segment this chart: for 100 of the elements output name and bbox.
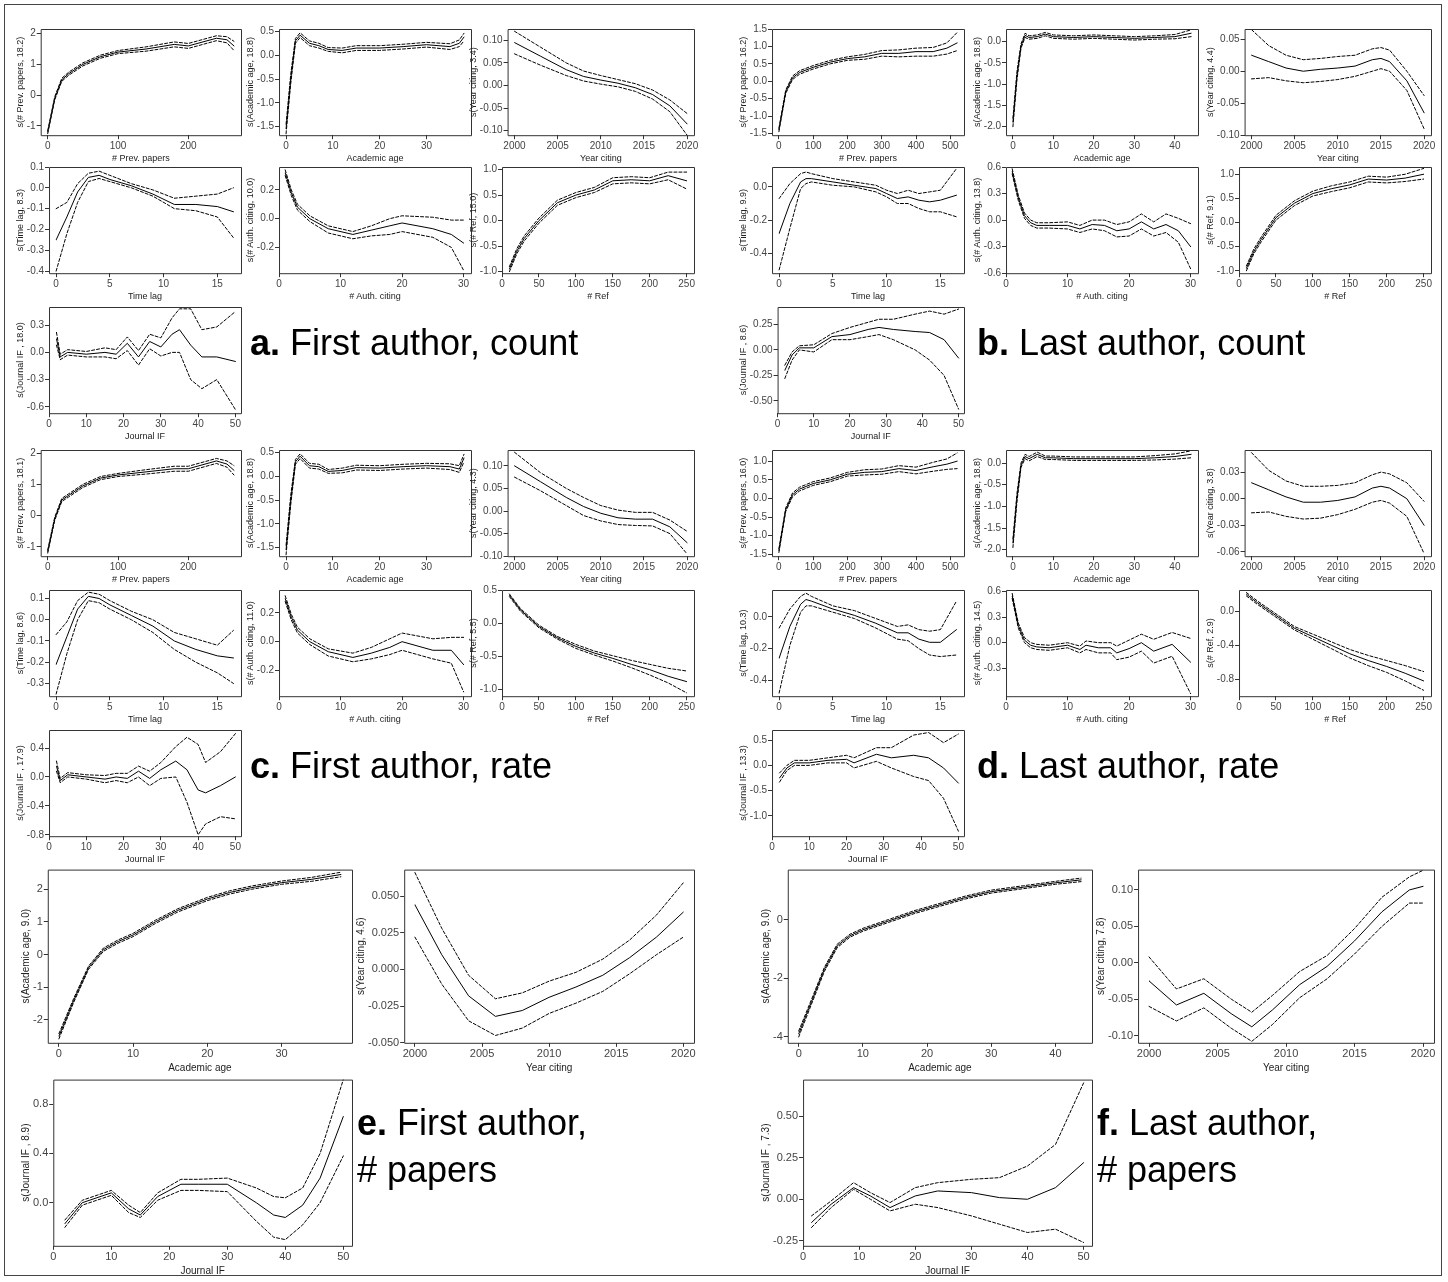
x-axis-title: # Auth. citing: [349, 291, 401, 302]
x-tick-label: 50: [229, 840, 242, 852]
y-tick-label: -0.4: [749, 247, 768, 259]
x-tick-label: 20: [844, 417, 856, 429]
x-tick-label: 10: [335, 700, 347, 712]
x-tick-label: 500: [941, 139, 960, 151]
y-tick-label: 0.0: [260, 212, 275, 224]
x-axis-title: # Prev. papers: [839, 153, 898, 164]
y-tick-label: 0.5: [753, 733, 768, 745]
text: b. Last author, count: [977, 321, 1307, 365]
x-tick-label: 0: [55, 1047, 62, 1060]
x-tick-label: 50: [229, 417, 242, 429]
y-tick-label: -0.2: [26, 223, 45, 235]
y-tick-label: -2: [773, 971, 783, 984]
x-tick-label: 20: [374, 560, 386, 572]
x-tick-label: 30: [985, 1047, 998, 1060]
y-tick-label: 0.0: [32, 1195, 49, 1208]
text: d. Last author, rate: [977, 744, 1281, 788]
x-tick-label: 2010: [1326, 139, 1350, 151]
y-axis-title: s(Academic age, 9.0): [759, 908, 771, 1004]
x-tick-label: 2015: [1369, 139, 1393, 151]
x-tick-label: 150: [1341, 277, 1359, 289]
x-tick-label: 10: [881, 277, 893, 289]
y-tick-label: -0.05: [1216, 96, 1241, 108]
x-tick-label: 2015: [632, 560, 656, 572]
x-tick-label: 0: [276, 700, 283, 712]
x-tick-label: 100: [567, 700, 585, 712]
x-tick-label: 30: [1128, 560, 1141, 572]
x-tick-label: 500: [941, 560, 960, 572]
y-tick-label: -1.5: [983, 99, 1002, 111]
x-tick-label: 0: [276, 277, 283, 289]
y-tick-label: 0.10: [483, 34, 504, 46]
y-tick-label: 1: [30, 478, 37, 490]
y-tick-label: -0.3: [26, 373, 45, 385]
y-tick-label: -1.0: [256, 517, 275, 529]
y-tick-label: 0.0: [987, 213, 1002, 225]
y-tick-label: 0.0: [483, 616, 498, 628]
y-tick-label: -0.4: [26, 799, 45, 811]
y-tick-label: 1.5: [753, 22, 768, 34]
x-tick-label: 50: [533, 277, 545, 289]
y-tick-label: 0.5: [753, 473, 768, 485]
x-tick-label: 30: [275, 1047, 288, 1060]
x-tick-label: 200: [839, 139, 857, 151]
x-tick-label: 2010: [1273, 1047, 1299, 1060]
y-tick-label: 0.8: [32, 1097, 49, 1110]
x-tick-label: 150: [604, 700, 622, 712]
x-axis-title: # Prev. papers: [839, 574, 898, 585]
y-tick-label: 0.0: [753, 759, 768, 771]
x-tick-label: 100: [1304, 700, 1322, 712]
x-tick-label: 50: [337, 1250, 350, 1263]
x-tick-label: 10: [1062, 700, 1074, 712]
x-tick-label: 30: [878, 840, 890, 852]
x-tick-label: 150: [1341, 700, 1359, 712]
y-axis-title: s(Year citing, 4.4): [1204, 47, 1215, 117]
x-tick-label: 2005: [546, 560, 570, 572]
x-tick-label: 0: [1003, 700, 1010, 712]
y-tick-label: -0.5: [749, 784, 768, 796]
x-tick-label: 15: [211, 700, 224, 712]
x-tick-label: 250: [678, 700, 696, 712]
y-axis-title: s(# Auth. citing, 14.5): [971, 600, 982, 686]
y-tick-label: 0.00: [483, 504, 504, 516]
y-tick-label: 0.5: [483, 583, 498, 595]
y-tick-label: -0.5: [256, 72, 275, 84]
y-axis-title: s(Academic age, 9.0): [19, 908, 31, 1004]
x-axis-title: Journal IF: [180, 1264, 225, 1276]
x-tick-label: 5: [107, 277, 114, 289]
x-tick-label: 0: [1010, 560, 1017, 572]
x-tick-label: 2015: [1342, 1047, 1367, 1060]
y-tick-label: -0.5: [983, 56, 1002, 68]
y-axis-title: s(Time lag, 8.6): [14, 612, 25, 675]
y-tick-label: 0.0: [987, 35, 1002, 47]
x-tick-label: 50: [1077, 1250, 1090, 1263]
x-tick-label: 50: [1270, 277, 1282, 289]
x-tick-label: 100: [804, 139, 822, 151]
y-tick-label: 1.0: [483, 163, 498, 175]
y-axis-title: s(Academic age, 18.8): [971, 37, 982, 128]
y-tick-label: 0.0: [753, 610, 768, 622]
y-tick-label: -0.3: [26, 244, 45, 256]
x-tick-label: 2020: [1412, 139, 1436, 151]
x-tick-label: 40: [192, 840, 205, 852]
y-tick-label: 0.1: [30, 160, 45, 172]
x-axis-title: # Ref: [1324, 714, 1347, 725]
y-tick-label: 0.05: [483, 482, 504, 494]
y-tick-label: -0.8: [1216, 672, 1235, 684]
x-tick-label: 0: [53, 700, 60, 712]
y-tick-label: -0.2: [26, 655, 45, 667]
y-axis-title: s(Year citing, 4.3): [467, 468, 478, 538]
y-tick-label: 0.0: [30, 346, 45, 358]
y-tick-label: 0.00: [483, 79, 504, 91]
y-axis-title: s(# Prev. papers, 16.2): [737, 36, 748, 128]
y-tick-label: 0.10: [1111, 883, 1134, 896]
y-tick-label: -0.5: [749, 510, 768, 522]
y-tick-label: 0.0: [987, 636, 1002, 648]
x-tick-label: 10: [126, 1047, 140, 1060]
x-axis-title: Journal IF: [850, 431, 892, 442]
y-axis-title: s(Year citing, 3.8): [1204, 468, 1215, 538]
x-tick-label: 50: [1270, 700, 1282, 712]
x-tick-label: 30: [880, 417, 893, 429]
y-axis-title: s(Journal IF , 8.9): [19, 1123, 31, 1202]
y-tick-label: 2: [36, 882, 43, 895]
